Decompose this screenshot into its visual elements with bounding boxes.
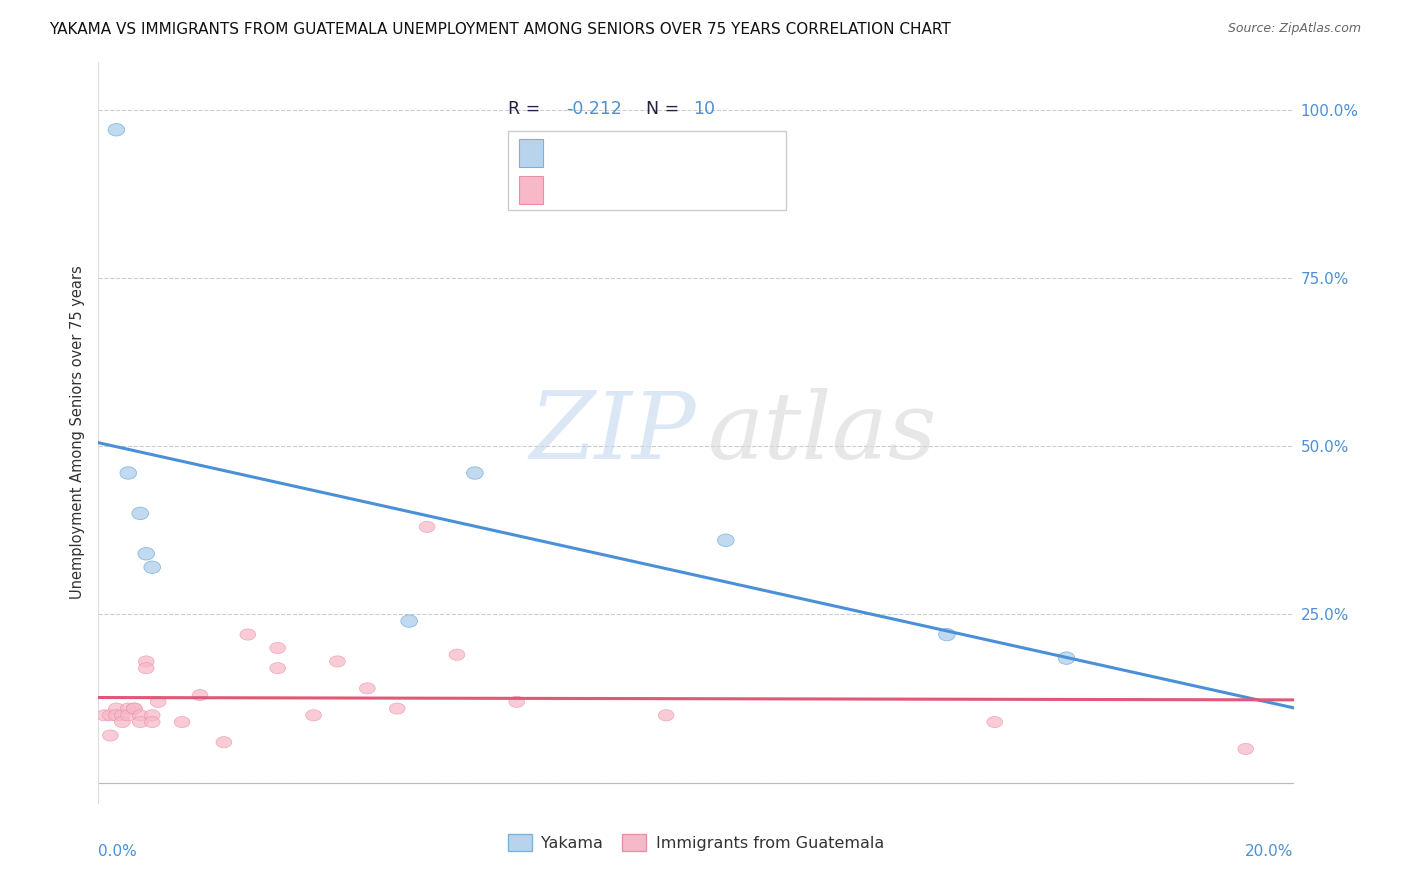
Text: 33: 33 [693,137,716,155]
Text: R =: R = [509,100,546,118]
Ellipse shape [145,716,160,728]
Ellipse shape [658,710,673,721]
Ellipse shape [217,737,232,747]
Text: 10: 10 [693,100,716,118]
Ellipse shape [717,534,734,547]
Y-axis label: Unemployment Among Seniors over 75 years: Unemployment Among Seniors over 75 years [69,266,84,599]
Text: -0.055: -0.055 [565,137,621,155]
Ellipse shape [240,629,256,640]
Ellipse shape [270,663,285,673]
Legend: Yakama, Immigrants from Guatemala: Yakama, Immigrants from Guatemala [502,828,890,858]
Text: Source: ZipAtlas.com: Source: ZipAtlas.com [1227,22,1361,36]
Ellipse shape [121,703,136,714]
Ellipse shape [509,697,524,707]
Ellipse shape [449,649,465,660]
Ellipse shape [987,716,1002,728]
Ellipse shape [193,690,208,701]
Text: N =: N = [645,137,685,155]
Text: -0.212: -0.212 [565,100,621,118]
Ellipse shape [97,710,112,721]
Text: N =: N = [645,100,685,118]
Ellipse shape [1059,652,1074,665]
Ellipse shape [114,710,131,721]
Ellipse shape [103,730,118,741]
Ellipse shape [467,467,484,479]
Ellipse shape [132,710,148,721]
Ellipse shape [132,716,148,728]
Ellipse shape [305,710,322,721]
Ellipse shape [150,697,166,707]
Ellipse shape [939,628,955,640]
Ellipse shape [138,656,155,667]
Ellipse shape [138,663,155,673]
Ellipse shape [174,716,190,728]
Ellipse shape [138,548,155,560]
Ellipse shape [270,642,285,654]
Ellipse shape [389,703,405,714]
Text: R =: R = [509,137,546,155]
Ellipse shape [143,561,160,574]
Text: ZIP: ZIP [529,388,696,477]
Ellipse shape [127,703,142,714]
Ellipse shape [127,703,142,714]
Ellipse shape [108,123,125,136]
Ellipse shape [121,710,136,721]
Ellipse shape [329,656,346,667]
Ellipse shape [108,703,124,714]
Text: 20.0%: 20.0% [1246,844,1294,858]
Ellipse shape [360,682,375,694]
Ellipse shape [120,467,136,479]
Ellipse shape [145,710,160,721]
Text: YAKAMA VS IMMIGRANTS FROM GUATEMALA UNEMPLOYMENT AMONG SENIORS OVER 75 YEARS COR: YAKAMA VS IMMIGRANTS FROM GUATEMALA UNEM… [49,22,950,37]
Ellipse shape [401,615,418,627]
Ellipse shape [114,716,131,728]
Ellipse shape [108,710,124,721]
Text: atlas: atlas [709,388,938,477]
Text: 0.0%: 0.0% [98,844,138,858]
Ellipse shape [419,521,434,533]
Ellipse shape [1237,743,1254,755]
Ellipse shape [103,710,118,721]
Ellipse shape [132,508,149,520]
